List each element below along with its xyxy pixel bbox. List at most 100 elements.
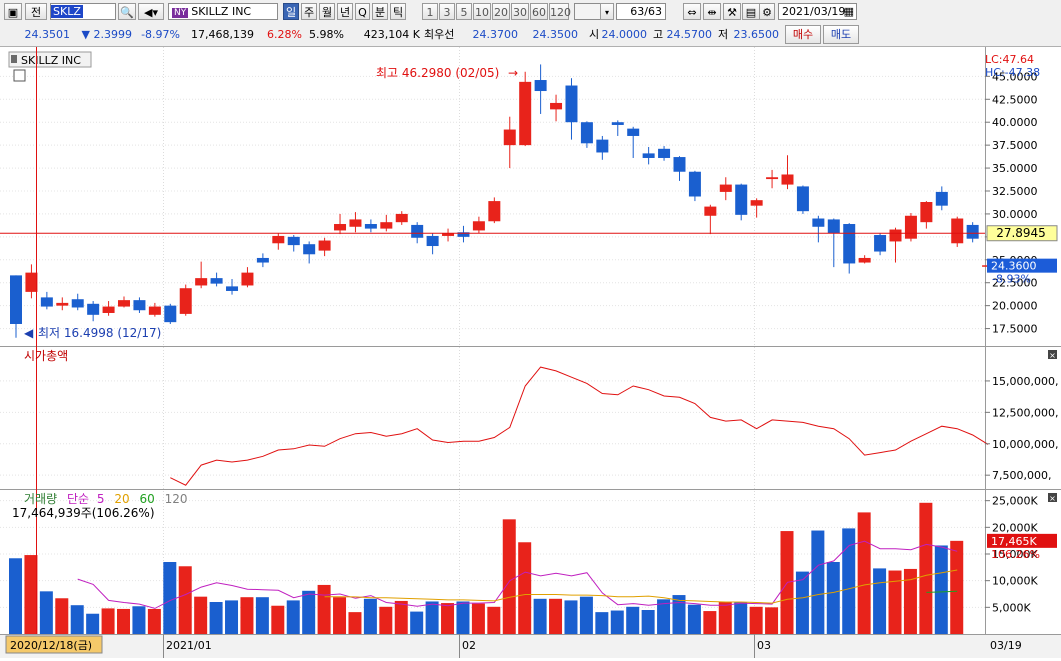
- period-button-3[interactable]: 년: [337, 3, 353, 20]
- period-button-2[interactable]: 월: [319, 3, 335, 20]
- period-button-6[interactable]: 틱: [390, 3, 406, 20]
- candle-body: [904, 215, 917, 239]
- price-axis-label: 37.5000: [992, 139, 1038, 152]
- volume-pct-2: 5.98%: [309, 28, 344, 41]
- candle: [148, 302, 161, 317]
- candle-body: [580, 122, 593, 144]
- candle: [457, 225, 470, 243]
- candle: [565, 78, 578, 140]
- volume-axis-label: 10,000K: [992, 575, 1038, 588]
- chart-tool-icon[interactable]: ⚒: [723, 3, 741, 20]
- candle: [688, 170, 701, 202]
- volume-bar: [842, 528, 856, 634]
- volume-bar: [101, 608, 115, 634]
- date-field[interactable]: 2021/03/19 ▦: [778, 3, 857, 20]
- volume-axis-label: 15,000K: [992, 548, 1038, 561]
- gear-icon[interactable]: ⚙: [759, 3, 775, 20]
- count-field[interactable]: 63/63: [616, 3, 666, 20]
- volume-panel-close-icon[interactable]: [1048, 493, 1057, 502]
- symbol-code-field[interactable]: SKLZ: [50, 3, 116, 20]
- market-cap-title: 시가총액: [24, 349, 68, 363]
- buy-button[interactable]: 매수: [785, 25, 821, 44]
- candle: [935, 186, 948, 211]
- volume-bar: [410, 611, 424, 634]
- x-axis-label: 02: [462, 639, 476, 652]
- candle-body: [858, 257, 871, 263]
- candle-body: [226, 286, 239, 291]
- interval-button-5[interactable]: 30: [511, 3, 529, 20]
- sell-button[interactable]: 매도: [823, 25, 859, 44]
- volume-bar: [348, 612, 362, 634]
- candle-body: [133, 300, 146, 311]
- candle: [503, 116, 516, 169]
- chart-area[interactable]: 45.0000 42.5000 40.0000 37.5000 35.0000 32.50…: [0, 47, 1061, 658]
- search-icon[interactable]: 🔍: [118, 3, 136, 20]
- period-button-1[interactable]: 주: [301, 3, 317, 20]
- interval-button-2[interactable]: 5: [456, 3, 472, 20]
- compress-icon[interactable]: ⇔: [683, 3, 701, 20]
- volume-bar: [595, 612, 609, 634]
- grid-toggle-icon[interactable]: [13, 69, 26, 82]
- volume-bar: [811, 530, 825, 634]
- candle-body: [966, 224, 979, 239]
- market-cap-line: [170, 366, 989, 486]
- symbol-name: SKILLZ INC: [191, 5, 252, 18]
- candle: [287, 235, 300, 252]
- volume-bar: [903, 568, 917, 634]
- volume-bar: [55, 598, 69, 634]
- interval-dropdown-icon[interactable]: ▾: [600, 3, 614, 20]
- interval-button-6[interactable]: 60: [530, 3, 548, 20]
- calendar-icon[interactable]: ▦: [843, 5, 854, 18]
- candle: [133, 297, 146, 313]
- volume-bar: [826, 562, 840, 634]
- volume-bar: [147, 608, 161, 634]
- volume: 17,468,139: [191, 28, 254, 41]
- period-button-5[interactable]: 분: [372, 3, 388, 20]
- market-button[interactable]: 전: [25, 3, 47, 20]
- ma-label-5: 5: [97, 492, 105, 506]
- volume-bar: [240, 597, 254, 634]
- volume-bar: [302, 590, 316, 634]
- period-button-4[interactable]: Q: [355, 3, 370, 20]
- speaker-icon[interactable]: ◀▾: [138, 3, 164, 20]
- candle: [642, 146, 655, 165]
- expand-icon[interactable]: ⇹: [703, 3, 721, 20]
- interval-button-0[interactable]: 1: [422, 3, 438, 20]
- candle-body: [179, 288, 192, 314]
- volume-bar: [163, 562, 177, 634]
- candle-body: [843, 224, 856, 264]
- title-marker-icon: [11, 55, 17, 63]
- volume-bar: [70, 605, 84, 634]
- candle-body: [565, 85, 578, 123]
- interval-button-1[interactable]: 3: [439, 3, 455, 20]
- cap-panel-close-icon[interactable]: [1048, 350, 1057, 359]
- interval-button-4[interactable]: 20: [492, 3, 510, 20]
- candle: [349, 212, 362, 233]
- ask-price: 24.3700: [472, 28, 519, 41]
- candle: [704, 204, 717, 235]
- volume-bar: [379, 606, 393, 634]
- market-cap-axis-label: 12,500,000,: [992, 406, 1058, 419]
- chart-type-icon[interactable]: ▣: [4, 3, 22, 20]
- ma-label-60: 60: [139, 492, 154, 506]
- symbol-name-field[interactable]: NY SKILLZ INC: [168, 3, 278, 20]
- volume-bar: [502, 519, 516, 634]
- period-button-0[interactable]: 일: [283, 3, 299, 20]
- low-annotation-arrow: ◀: [24, 326, 34, 340]
- y-axis-labels: 45.0000 42.5000 40.0000 37.5000 35.0000 32.50…: [985, 70, 1058, 614]
- volume-bar: [363, 598, 377, 634]
- candle: [334, 213, 347, 235]
- candle-body: [550, 102, 563, 110]
- interval-button-3[interactable]: 10: [473, 3, 491, 20]
- candle-body: [411, 224, 424, 238]
- candle-body: [426, 235, 439, 247]
- candle: [966, 222, 979, 243]
- ma-label-20: 20: [114, 492, 129, 506]
- best-price-label: 최우선: [424, 28, 455, 41]
- volume-pct-1: 6.28%: [267, 28, 302, 41]
- chart-svg: 45.0000 42.5000 40.0000 37.5000 35.0000 32.50…: [0, 47, 1061, 658]
- volume-bar: [255, 597, 269, 634]
- ma-label-120: 120: [165, 492, 188, 506]
- interval-button-7[interactable]: 120: [549, 3, 571, 20]
- save-icon[interactable]: ▤: [742, 3, 760, 20]
